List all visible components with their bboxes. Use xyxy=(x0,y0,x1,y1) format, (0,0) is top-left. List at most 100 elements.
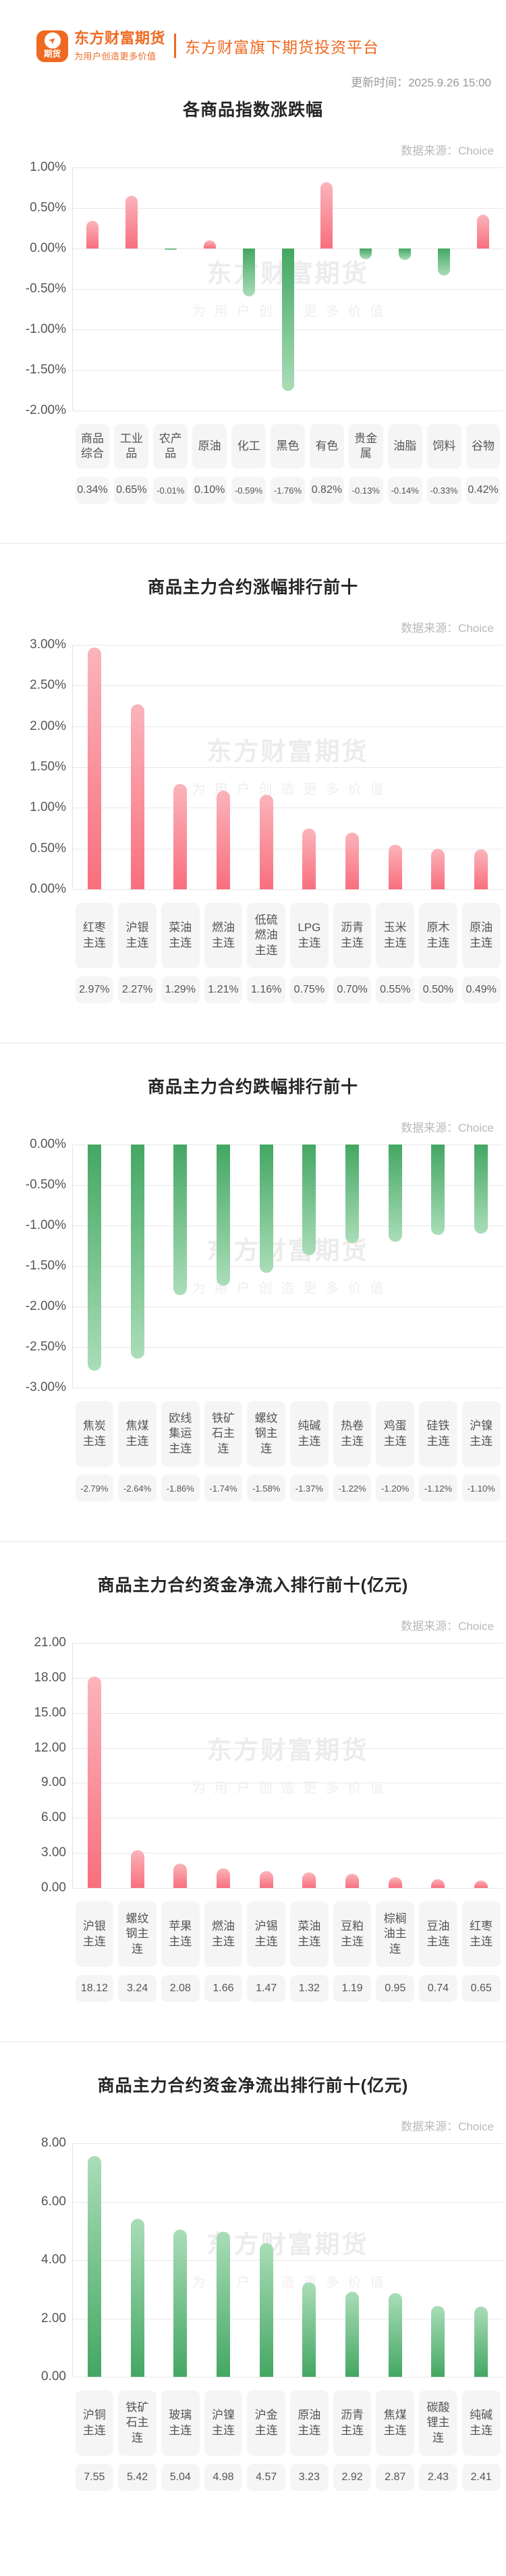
category-slot: 农产品 xyxy=(151,424,190,469)
value-slot: -1.86% xyxy=(159,1475,202,1502)
bar xyxy=(216,1145,230,1286)
bar xyxy=(173,1864,188,1888)
y-tick-label: -2.00% xyxy=(25,1299,66,1313)
y-tick-label: 6.00 xyxy=(41,1810,66,1825)
category-slot: 贵金属 xyxy=(346,424,385,469)
category-labels: 焦炭主连 焦煤主连 欧线集运主连 铁矿石主连 螺纹钢主连 纯碱主连 热卷主连 鸡蛋主连 硅铁主连… xyxy=(73,1401,503,1467)
value-slot: 18.12 xyxy=(73,1975,116,2002)
chart-section-commodity-index-change: 各商品指数涨跌幅 数据来源：Choice 1.00% 0.50% 0.00% -0.5… xyxy=(0,90,506,543)
value-slot: 2.92 xyxy=(331,2464,374,2491)
category-label: 沪银主连 xyxy=(75,1901,114,1967)
category-slot: 纯碱主连 xyxy=(288,1401,331,1467)
value-labels: 18.12 3.24 2.08 1.66 1.47 1.32 1.19 0.95 0.74 0.6… xyxy=(73,1975,503,2002)
value-label: 0.42% xyxy=(466,477,501,504)
category-label: 玻璃主连 xyxy=(161,2390,200,2456)
bar xyxy=(431,2305,445,2377)
y-tick-label: 3.00 xyxy=(41,1845,66,1860)
y-axis: 8.00 6.00 4.00 2.00 0.00 xyxy=(0,2136,72,2384)
value-slot: -1.58% xyxy=(245,1475,288,1502)
bar xyxy=(259,2243,273,2377)
bar xyxy=(438,248,451,275)
value-slot: -1.74% xyxy=(202,1475,245,1502)
value-slot: 0.49% xyxy=(459,976,503,1003)
category-label: 沪镍主连 xyxy=(461,1401,501,1467)
value-slot: 0.65% xyxy=(112,477,151,504)
value-label: 4.57 xyxy=(247,2464,286,2491)
bar xyxy=(388,1876,402,1888)
plot-area: 东方财富期货 为用户创造更多价值 xyxy=(72,1643,503,1889)
category-labels: 沪银主连 螺纹钢主连 苹果主连 燃油主连 沪锡主连 菜油主连 豆粕主连 棕榈油主连 豆油主连 红枣… xyxy=(73,1901,503,1967)
gridline xyxy=(73,685,503,687)
value-label: 1.47 xyxy=(247,1975,286,2002)
gridline xyxy=(73,2143,503,2144)
y-tick-label: 4.00 xyxy=(41,2253,66,2267)
y-tick-label: 0.00% xyxy=(30,882,66,896)
category-label: 化工 xyxy=(231,424,266,469)
value-label: 2.87 xyxy=(376,2464,415,2491)
value-labels: 7.55 5.42 5.04 4.98 4.57 3.23 2.92 2.87 2.43 2.41 xyxy=(73,2464,503,2491)
value-label: 0.49% xyxy=(461,976,501,1003)
bar-chart: 1.00% 0.50% 0.00% -0.50% -1.00% -1.50% -2.00% … xyxy=(0,160,506,417)
value-slot: 0.70% xyxy=(331,976,374,1003)
value-label: 0.75% xyxy=(290,976,329,1003)
gridline xyxy=(73,1185,503,1186)
value-label: 0.65% xyxy=(114,477,149,504)
category-slot: 原油 xyxy=(190,424,229,469)
category-slot: 沪金主连 xyxy=(245,2390,288,2456)
value-label: 1.19 xyxy=(333,1975,372,2002)
bar xyxy=(259,1145,273,1273)
value-label: 0.82% xyxy=(309,477,344,504)
value-label: 7.55 xyxy=(75,2464,114,2491)
value-slot: -1.76% xyxy=(269,477,308,504)
value-label: -0.33% xyxy=(426,477,461,504)
value-slot: 5.42 xyxy=(116,2464,159,2491)
brand-subtitle: 为用户创造更多价值 xyxy=(74,51,157,61)
bar xyxy=(130,1145,144,1359)
value-label: 0.50% xyxy=(419,976,457,1003)
bar xyxy=(216,1868,230,1888)
value-slot: 1.19 xyxy=(331,1975,374,2002)
section-divider xyxy=(0,543,506,544)
bar xyxy=(125,196,138,248)
bar xyxy=(388,2292,402,2377)
category-slot: 沪银主连 xyxy=(73,1901,116,1967)
bar xyxy=(431,1145,445,1236)
value-label: -0.01% xyxy=(153,477,188,504)
y-axis: 3.00% 2.50% 2.00% 1.50% 1.00% 0.50% 0.00% xyxy=(0,637,72,896)
value-slot: -2.79% xyxy=(73,1475,116,1502)
category-label: 焦煤主连 xyxy=(118,1401,157,1467)
value-label: 0.70% xyxy=(333,976,372,1003)
category-slot: 红枣主连 xyxy=(459,1901,503,1967)
value-label: 2.08 xyxy=(161,1975,200,2002)
category-slot: 焦煤主连 xyxy=(374,2390,417,2456)
value-label: -2.79% xyxy=(75,1475,114,1502)
value-label: 2.92 xyxy=(333,2464,372,2491)
category-slot: 红枣主连 xyxy=(73,903,116,968)
category-label: 饲料 xyxy=(426,424,461,469)
y-tick-label: 2.50% xyxy=(30,678,66,693)
category-slot: 棕榈油主连 xyxy=(374,1901,417,1967)
category-slot: 菜油主连 xyxy=(288,1901,331,1967)
gridline xyxy=(73,1853,503,1854)
plot-area: 东方财富期货 为用户创造更多价值 xyxy=(72,2143,503,2377)
value-slot: 2.43 xyxy=(417,2464,460,2491)
category-labels: 沪铜主连 铁矿石主连 玻璃主连 沪镍主连 沪金主连 原油主连 沥青主连 焦煤主连 碳酸锂主连 纯碱… xyxy=(73,2390,503,2456)
category-slot: 商品综合 xyxy=(73,424,112,469)
value-slot: 7.55 xyxy=(73,2464,116,2491)
category-label: 原油 xyxy=(192,424,227,469)
bar xyxy=(345,832,360,889)
gridline xyxy=(73,1888,503,1889)
value-label: 2.43 xyxy=(419,2464,457,2491)
y-tick-label: -1.50% xyxy=(25,1259,66,1273)
bar xyxy=(431,1879,445,1888)
category-slot: 热卷主连 xyxy=(331,1401,374,1467)
bar xyxy=(259,1870,273,1888)
value-label: -1.10% xyxy=(461,1475,501,1502)
value-label: 3.24 xyxy=(118,1975,157,2002)
bar xyxy=(302,2282,316,2377)
category-slot: LPG主连 xyxy=(288,903,331,968)
bar xyxy=(173,1145,188,1296)
bar xyxy=(87,1145,101,1371)
plot-area: 东方财富期货 为用户创造更多价值 xyxy=(72,645,503,890)
y-tick-label: 8.00 xyxy=(41,2136,66,2150)
